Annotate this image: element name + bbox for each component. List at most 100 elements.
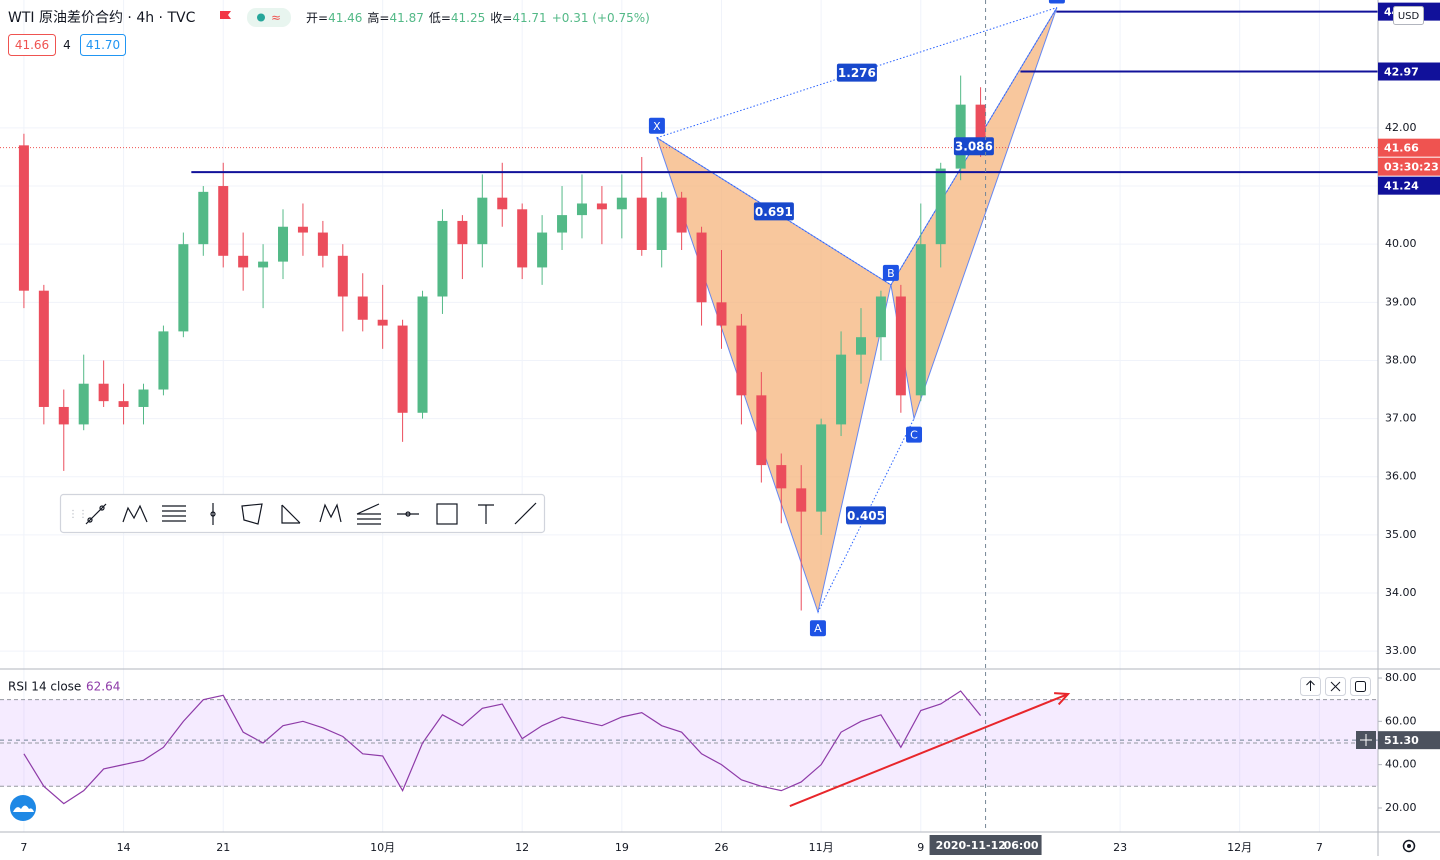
ratio-box [753,202,794,221]
pattern-point-box [809,620,826,637]
pattern-point-box [882,264,899,281]
candle-body [776,465,787,489]
currency: USD [1398,11,1420,22]
y-tick-label: 39.00 [1385,295,1417,308]
ratio-label: 0.405 [847,509,885,523]
candle-body [258,261,269,268]
pattern-dotted-leg [817,418,915,613]
x-tick-label: 10月 [370,841,395,854]
candle-body [596,203,607,210]
pattern-point-label: X [653,120,661,133]
candle-body [417,296,428,413]
candle-body [78,383,89,425]
flag-icon[interactable] [220,11,231,19]
y-tick-label: 37.00 [1385,412,1417,425]
tool-vline[interactable] [210,503,216,525]
ask-box[interactable] [80,34,126,56]
x-tick-label: 12月 [1227,841,1252,854]
symbol: WTI 原油差价合约 · 4h · TVC [8,10,196,26]
candle-body [158,331,169,390]
level-price-label-box [1378,176,1440,195]
maximize-icon [1355,681,1366,692]
tool-hline[interactable] [397,511,419,517]
candle-body [297,226,308,233]
candle-body [736,325,747,396]
tool-pattern[interactable] [122,504,148,523]
ohlc-value: 41.46 [328,11,362,25]
candle-body [856,337,867,355]
ohlc-label: 低= [429,11,451,25]
candle-body [576,203,587,216]
ohlc-value: 41.25 [451,11,485,25]
pattern-dotted-leg [656,137,892,286]
ask: 41.70 [86,38,120,52]
gear-hub [1407,844,1411,848]
rsi-line [23,690,982,805]
status-icon: ≈ [271,11,281,25]
settings-gear[interactable] [1402,839,1416,853]
candle-body [337,255,348,297]
rsi-tick-label: 40.00 [1385,758,1417,771]
tool-fib-fan[interactable] [356,503,381,525]
pattern-point-label: B [887,267,895,280]
candle-body [198,191,209,245]
candle-body [178,244,189,332]
candle-body [875,296,886,338]
candle-body [477,197,488,245]
pattern-point-box [906,426,923,443]
maximize-button[interactable] [1350,677,1371,696]
candle-body [895,296,906,396]
x-tick-label: 7 [1316,841,1323,854]
currency-box[interactable] [1393,6,1424,25]
rsi-pane: RSI 14 close 62.64 [0,680,1378,807]
y-tick-label: 42.00 [1385,121,1417,134]
x-tick-label: 21 [216,841,230,854]
rsi-trend-line [789,693,1069,807]
bid: 41.66 [15,38,49,52]
candle-body [676,197,687,233]
x-tick-label: 12 [515,841,529,854]
tool-fib[interactable] [162,505,186,522]
candle-body [955,104,966,169]
rsi-buttons [1300,677,1376,749]
candle-body [517,209,528,268]
pattern-point-label: C [910,429,918,442]
rsi-tick-label: 60.00 [1385,714,1417,727]
candle-body [975,104,986,145]
gear-ring [1402,839,1416,853]
candle-body [935,168,946,245]
x-tick-label: 7 [20,841,27,854]
ratio-box [836,63,877,82]
countdown-label-box [1378,157,1440,176]
tool-angle[interactable] [281,504,301,524]
status-pill[interactable] [247,8,291,27]
ratio-box [953,137,994,156]
tool-ray[interactable] [514,502,537,525]
candle-body [98,383,109,402]
candle-body [377,319,388,326]
y-tick-label: 40.00 [1385,237,1417,250]
candle-body [616,197,627,210]
tool-rectangle[interactable] [436,503,458,525]
x-tick-label: 23 [1113,841,1127,854]
x-tick-label: 19 [615,841,629,854]
candle-body [238,255,249,268]
ratio-label: 0.691 [755,205,793,219]
candle-body [138,389,149,407]
crosshair-time-box [929,835,1042,855]
tool-xabcd[interactable] [319,503,342,523]
candle-body [836,354,847,425]
logo-cloud [13,805,34,812]
tool-polygon[interactable] [241,503,263,525]
y-tick-label: 35.00 [1385,528,1417,541]
status-dot [257,13,265,22]
bid-box[interactable] [8,34,56,56]
rsi-tick-label: 20.00 [1385,801,1417,814]
tool-trendline[interactable] [85,503,107,525]
pattern-point-box [1048,0,1065,4]
candle-body [397,325,408,413]
tool-text[interactable] [478,504,494,524]
candle-body [317,232,328,256]
